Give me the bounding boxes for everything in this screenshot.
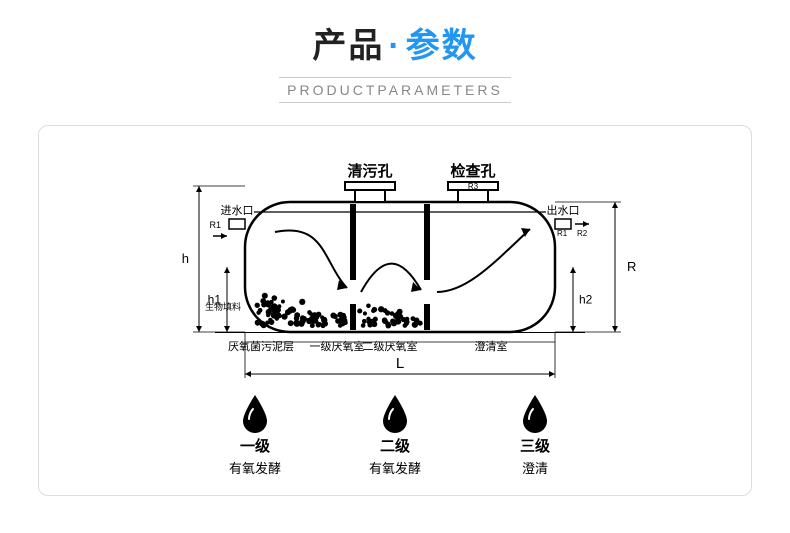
svg-text:一级厌氧室: 一级厌氧室 xyxy=(310,339,365,353)
svg-text:R1: R1 xyxy=(557,229,568,238)
svg-text:检查孔: 检查孔 xyxy=(450,162,495,180)
svg-text:二级厌氧室: 二级厌氧室 xyxy=(363,339,418,353)
stage-item-1: 一级有氧发酵 xyxy=(210,393,300,477)
svg-text:生物填料: 生物填料 xyxy=(205,301,241,312)
stage-num: 二级 xyxy=(350,435,440,456)
svg-text:R2: R2 xyxy=(577,229,588,238)
stage-legend: 一级有氧发酵二级有氧发酵三级澄清 xyxy=(59,393,731,477)
inspect-hatch: 检查孔 R3 xyxy=(448,162,498,202)
svg-text:h2: h2 xyxy=(579,293,593,307)
stage-num: 三级 xyxy=(490,435,580,456)
svg-text:h: h xyxy=(182,251,189,266)
stage-desc: 澄清 xyxy=(490,458,580,477)
svg-text:澄清室: 澄清室 xyxy=(475,339,508,353)
drop-icon xyxy=(240,393,270,433)
svg-text:清污孔: 清污孔 xyxy=(347,162,392,180)
stage-item-3: 三级澄清 xyxy=(490,393,580,477)
stage-desc: 有氧发酵 xyxy=(210,458,300,477)
page-header: 产品·参数 PRODUCTPARAMETERS xyxy=(0,18,790,103)
svg-text:进水口: 进水口 xyxy=(221,204,254,217)
svg-text:出水口: 出水口 xyxy=(547,203,580,217)
svg-text:R: R xyxy=(627,259,636,274)
title-part2: 参数 xyxy=(406,27,478,65)
diagram-wrap: 清污孔检查孔R3进水口R1出水口R1R2hh1h2RL厌氧菌污泥层一级厌氧室二级… xyxy=(59,142,731,387)
drop-icon xyxy=(380,393,410,433)
svg-text:厌氧菌污泥层: 厌氧菌污泥层 xyxy=(228,339,294,353)
diagram-card: 清污孔检查孔R3进水口R1出水口R1R2hh1h2RL厌氧菌污泥层一级厌氧室二级… xyxy=(38,125,752,496)
tank-diagram: 清污孔检查孔R3进水口R1出水口R1R2hh1h2RL厌氧菌污泥层一级厌氧室二级… xyxy=(115,142,675,387)
svg-text:L: L xyxy=(396,355,404,372)
drop-icon xyxy=(520,393,550,433)
drain-hatch: 清污孔 xyxy=(345,162,395,202)
title-dot: · xyxy=(388,27,401,65)
page-subtitle: PRODUCTPARAMETERS xyxy=(279,77,511,103)
stage-item-2: 二级有氧发酵 xyxy=(350,393,440,477)
page-title: 产品·参数 xyxy=(0,18,790,67)
svg-text:R3: R3 xyxy=(468,182,479,191)
svg-text:R1: R1 xyxy=(209,220,221,230)
stage-num: 一级 xyxy=(210,435,300,456)
title-part1: 产品 xyxy=(312,27,384,65)
stage-desc: 有氧发酵 xyxy=(350,458,440,477)
